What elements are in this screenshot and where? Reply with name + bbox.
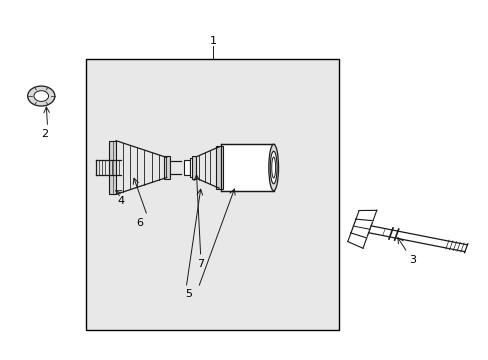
Bar bbox=[221, 144, 273, 191]
Ellipse shape bbox=[271, 157, 275, 178]
Text: 5: 5 bbox=[184, 289, 192, 299]
Bar bbox=[164, 157, 170, 179]
Bar bbox=[109, 141, 116, 194]
Circle shape bbox=[34, 91, 48, 102]
Text: 3: 3 bbox=[408, 255, 415, 265]
Circle shape bbox=[28, 86, 55, 106]
Text: 4: 4 bbox=[117, 197, 124, 206]
Ellipse shape bbox=[268, 144, 278, 191]
Bar bbox=[183, 159, 189, 175]
Text: 7: 7 bbox=[197, 259, 204, 269]
Text: 2: 2 bbox=[41, 129, 49, 139]
Bar bbox=[216, 146, 223, 189]
Ellipse shape bbox=[270, 151, 277, 184]
Bar bbox=[190, 158, 195, 177]
Bar bbox=[191, 156, 196, 179]
Text: 1: 1 bbox=[209, 36, 216, 46]
Bar bbox=[86, 59, 339, 330]
Text: 6: 6 bbox=[136, 218, 143, 228]
